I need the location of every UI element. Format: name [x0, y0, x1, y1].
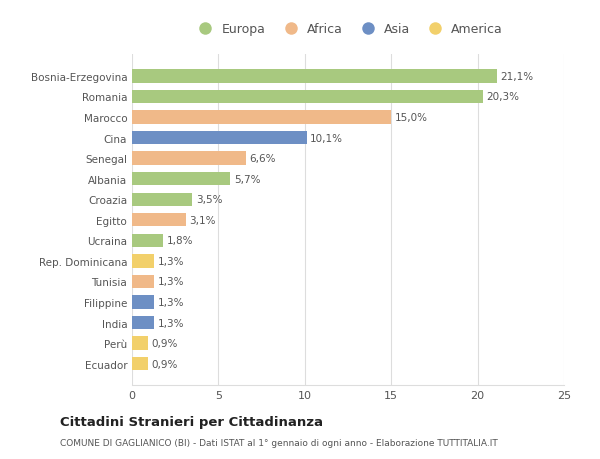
Text: 10,1%: 10,1%	[310, 133, 343, 143]
Text: Cittadini Stranieri per Cittadinanza: Cittadini Stranieri per Cittadinanza	[60, 415, 323, 428]
Bar	[132, 111, 391, 124]
Text: 1,3%: 1,3%	[158, 297, 184, 308]
Bar	[132, 337, 148, 350]
Text: 1,3%: 1,3%	[158, 277, 184, 287]
Bar	[132, 275, 154, 289]
Text: 3,1%: 3,1%	[189, 215, 215, 225]
Bar	[132, 234, 163, 247]
Bar	[132, 316, 154, 330]
Text: 20,3%: 20,3%	[486, 92, 519, 102]
Bar	[132, 152, 246, 165]
Bar	[132, 255, 154, 268]
Text: 1,3%: 1,3%	[158, 318, 184, 328]
Bar	[132, 357, 148, 370]
Text: 0,9%: 0,9%	[151, 338, 178, 348]
Text: 3,5%: 3,5%	[196, 195, 223, 205]
Legend: Europa, Africa, Asia, America: Europa, Africa, Asia, America	[188, 18, 508, 41]
Text: 15,0%: 15,0%	[395, 113, 428, 123]
Text: 0,9%: 0,9%	[151, 359, 178, 369]
Bar	[132, 193, 193, 207]
Text: 1,3%: 1,3%	[158, 256, 184, 266]
Text: 5,7%: 5,7%	[234, 174, 260, 185]
Bar	[132, 70, 497, 84]
Text: 1,8%: 1,8%	[167, 236, 193, 246]
Bar	[132, 90, 483, 104]
Text: COMUNE DI GAGLIANICO (BI) - Dati ISTAT al 1° gennaio di ogni anno - Elaborazione: COMUNE DI GAGLIANICO (BI) - Dati ISTAT a…	[60, 438, 498, 448]
Bar	[132, 173, 230, 186]
Text: 21,1%: 21,1%	[500, 72, 533, 82]
Bar	[132, 296, 154, 309]
Bar	[132, 132, 307, 145]
Text: 6,6%: 6,6%	[250, 154, 276, 164]
Bar	[132, 213, 185, 227]
